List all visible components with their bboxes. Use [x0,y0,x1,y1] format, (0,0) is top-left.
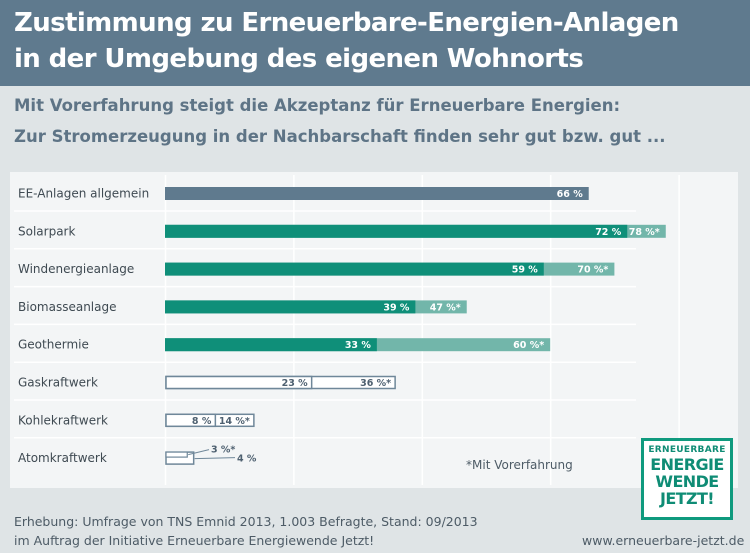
bar-value-label: 39 % [383,302,410,313]
bar-value-label: 33 % [345,340,372,351]
bar-overall [165,262,544,276]
category-label: Atomkraftwerk [18,451,107,465]
bar-with-experience [165,451,188,458]
bar-value-label: 66 % [557,189,584,200]
leader-line [194,457,236,460]
category-label: Kohlekraftwerk [18,413,108,427]
category-label: Gaskraftwerk [18,376,98,390]
bar-general [165,187,589,200]
source-line-2: im Auftrag der Initiative Erneuerbare En… [14,533,375,548]
footnote-prior-experience: *Mit Vorerfahrung [466,458,573,472]
plot-area [10,172,738,488]
subtitle-line-2: Zur Stromerzeugung in der Nachbarschaft … [14,127,666,146]
bar-overall [165,338,377,352]
category-label: EE-Anlagen allgemein [18,187,149,201]
bar-value-label: 23 % [282,378,309,389]
logo-text-1: ERNEUERBARE [648,445,726,455]
bar-experience-label: 47 %* [430,302,461,313]
source-line-1: Erhebung: Umfrage von TNS Emnid 2013, 1.… [14,514,478,529]
bar-experience-label: 70 %* [577,265,608,276]
logo-text-3: WENDE [655,472,719,491]
logo-text-2: ENERGIE [650,455,724,474]
bar-value-label: 59 % [512,265,539,276]
bar-experience-label: 78 %* [629,227,660,238]
leader-line [188,449,210,456]
bar-experience-label: 14 %* [219,416,250,427]
bar-overall [165,375,313,390]
page-title-line-2: in der Umgebung des eigenen Wohnorts [14,44,584,74]
bar-experience-label: 3 %* [211,445,235,456]
bar-overall [165,300,416,314]
bar-value-label: 8 % [192,416,212,427]
header-banner: Zustimmung zu Erneuerbare-Energien-Anlag… [0,0,750,86]
logo-text-4: JETZT! [659,489,715,508]
category-label: Biomasseanlage [18,300,116,314]
page-title-line-1: Zustimmung zu Erneuerbare-Energien-Anlag… [14,8,679,38]
bar-value-label: 72 % [595,227,622,238]
website-url: www.erneuerbare-jetzt.de [582,533,745,548]
category-label: Windenergieanlage [18,262,134,276]
bar-overall [165,413,217,428]
bar-overall [165,224,628,238]
bar-experience-label: 60 %* [513,340,544,351]
category-label: Solarpark [18,224,75,238]
bar-value-label: 4 % [237,454,257,465]
category-label: Geothermie [18,338,89,352]
subtitle-line-1: Mit Vorerfahrung steigt die Akzeptanz fü… [14,96,621,115]
bar-experience-label: 36 %* [360,378,391,389]
brand-logo: ERNEUERBARE ENERGIE WENDE JETZT! [641,438,733,520]
